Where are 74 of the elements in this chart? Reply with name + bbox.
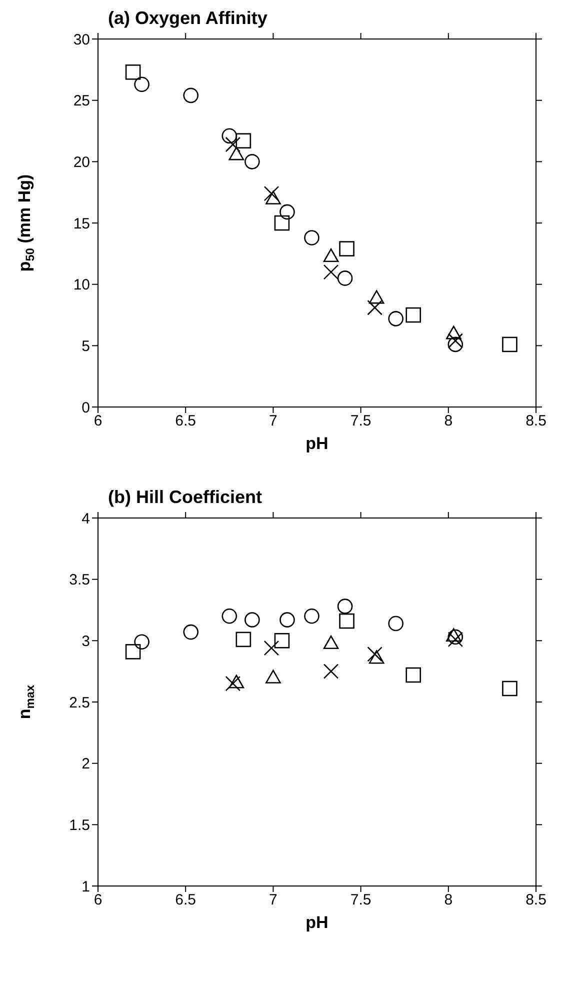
y-tick-label: 10 [73,276,90,294]
y-tick-label: 25 [73,92,90,110]
point [446,326,462,340]
point [266,190,281,204]
point [280,204,295,220]
point [280,612,295,628]
y-tick-label: 15 [73,215,90,232]
point [274,633,290,648]
x-tick-label: 6.5 [175,892,196,909]
point [244,612,260,628]
point [228,146,244,160]
y-tick-label: 2.5 [69,694,90,712]
y-tick-label: 2 [82,756,90,773]
x-tick-label: 7.5 [350,892,372,909]
y-tick-label: 5 [82,338,90,355]
x-tick-label: 8.5 [526,892,546,909]
y-tick-label: 4 [82,510,90,528]
point [222,128,238,144]
point [368,650,384,664]
point [244,154,260,170]
chart-title: (b) Hill Coefficient [108,487,263,509]
x-tick-label: 6 [94,412,102,430]
point [323,635,339,650]
point [134,76,150,92]
x-tick-label: 6 [94,892,102,909]
point [125,644,141,660]
y-tick-label: 0 [82,399,90,416]
x-tick-label: 8 [444,892,453,909]
point [368,290,384,304]
point [134,634,150,650]
point [125,64,141,80]
point [228,674,244,688]
point [236,632,252,648]
point [304,230,320,246]
y-tick-label: 20 [73,154,90,171]
point [304,608,320,624]
x-tick-label: 8.5 [526,412,546,430]
point [274,215,290,231]
point [446,628,462,642]
point [323,264,339,280]
point [339,241,354,256]
point [367,300,382,316]
y-tick-label: 3 [82,632,90,650]
y-tick-label: 1 [82,878,90,896]
x-tick-label: 7 [269,892,278,909]
y-tick-label: 30 [73,31,90,48]
point [222,608,238,624]
y-tick-label: 3.5 [69,572,90,589]
x-axis-title: pH [306,913,328,932]
point [406,307,422,323]
x-tick-label: 8 [444,412,453,430]
x-tick-label: 6.5 [175,412,196,430]
y-tick-label: 1.5 [69,816,90,834]
chart-title: (a) Oxygen Affinity [108,8,268,30]
x-tick-label: 7.5 [350,412,372,430]
point [266,670,281,684]
point [264,640,280,656]
point [502,336,518,352]
point [183,624,199,640]
point [388,311,404,326]
point [388,616,404,632]
point [323,664,339,679]
point [337,598,353,614]
point [339,613,354,629]
x-axis-title: pH [306,434,328,453]
point [406,667,422,683]
point [323,248,339,262]
point [337,270,353,286]
x-tick-label: 7 [269,412,278,430]
point [448,333,464,348]
point [183,88,199,104]
point [448,336,464,352]
point [502,680,518,696]
point [236,133,252,148]
